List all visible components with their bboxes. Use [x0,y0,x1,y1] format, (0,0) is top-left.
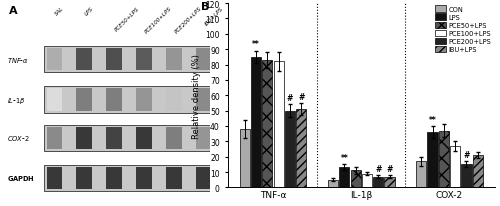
Bar [46,127,62,149]
Bar [373,177,384,187]
Text: **: ** [252,40,260,49]
Text: #: # [298,92,304,101]
Bar [274,62,284,187]
Bar [472,155,483,187]
Bar [251,58,261,187]
Bar [450,146,460,187]
Text: #: # [464,150,469,159]
Bar [438,131,449,187]
Bar [44,125,213,151]
Bar [362,174,372,187]
Text: PCE100+LPS: PCE100+LPS [144,6,173,35]
Bar [46,167,62,189]
Text: A: A [9,6,18,16]
Bar [76,49,92,71]
Bar [76,127,92,149]
Text: PCE50+LPS: PCE50+LPS [114,6,140,32]
Bar [136,127,152,149]
Text: PCE200+LPS: PCE200+LPS [174,6,203,35]
Bar [106,127,122,149]
Bar [262,61,272,187]
Text: #: # [375,164,382,173]
Bar [240,129,250,187]
Bar [44,87,213,113]
Bar [166,49,182,71]
Bar [428,132,438,187]
Bar [416,162,426,187]
Bar [136,89,152,111]
Bar [136,167,152,189]
Bar [106,89,122,111]
Text: SAL: SAL [54,6,65,17]
Text: B: B [201,2,209,12]
Legend: CON, LPS, PCE50+LPS, PCE100+LPS, PCE200+LPS, IBU+LPS: CON, LPS, PCE50+LPS, PCE100+LPS, PCE200+… [434,6,492,54]
Bar [44,165,213,191]
Text: **: ** [340,153,348,162]
Text: **: ** [428,115,436,124]
Bar [328,180,338,187]
Bar [196,127,212,149]
Bar [106,49,122,71]
Bar [136,49,152,71]
Text: $\mathit{COX}$-$\mathit{2}$: $\mathit{COX}$-$\mathit{2}$ [7,133,30,143]
Bar [44,47,213,73]
Text: $\mathbf{GAPDH}$: $\mathbf{GAPDH}$ [7,173,35,183]
Bar [166,127,182,149]
Bar [46,49,62,71]
Bar [285,111,295,187]
Text: LPS: LPS [84,6,94,17]
Text: $\mathit{TNF}$-$\mathit{\alpha}$: $\mathit{TNF}$-$\mathit{\alpha}$ [7,56,29,64]
Text: IBU+LPS: IBU+LPS [204,6,225,27]
Bar [166,89,182,111]
Bar [350,171,360,187]
Bar [196,89,212,111]
Bar [76,167,92,189]
Bar [339,168,349,187]
Text: #: # [287,94,293,103]
Bar [296,110,306,187]
Text: $\mathit{IL}$-$\mathit{1\beta}$: $\mathit{IL}$-$\mathit{1\beta}$ [7,95,26,105]
Bar [196,49,212,71]
Bar [384,177,394,187]
Bar [46,89,62,111]
Text: #: # [386,164,392,173]
Bar [196,167,212,189]
Y-axis label: Relative density (%): Relative density (%) [192,54,201,138]
Bar [106,167,122,189]
Bar [166,167,182,189]
Bar [462,165,471,187]
Bar [76,89,92,111]
